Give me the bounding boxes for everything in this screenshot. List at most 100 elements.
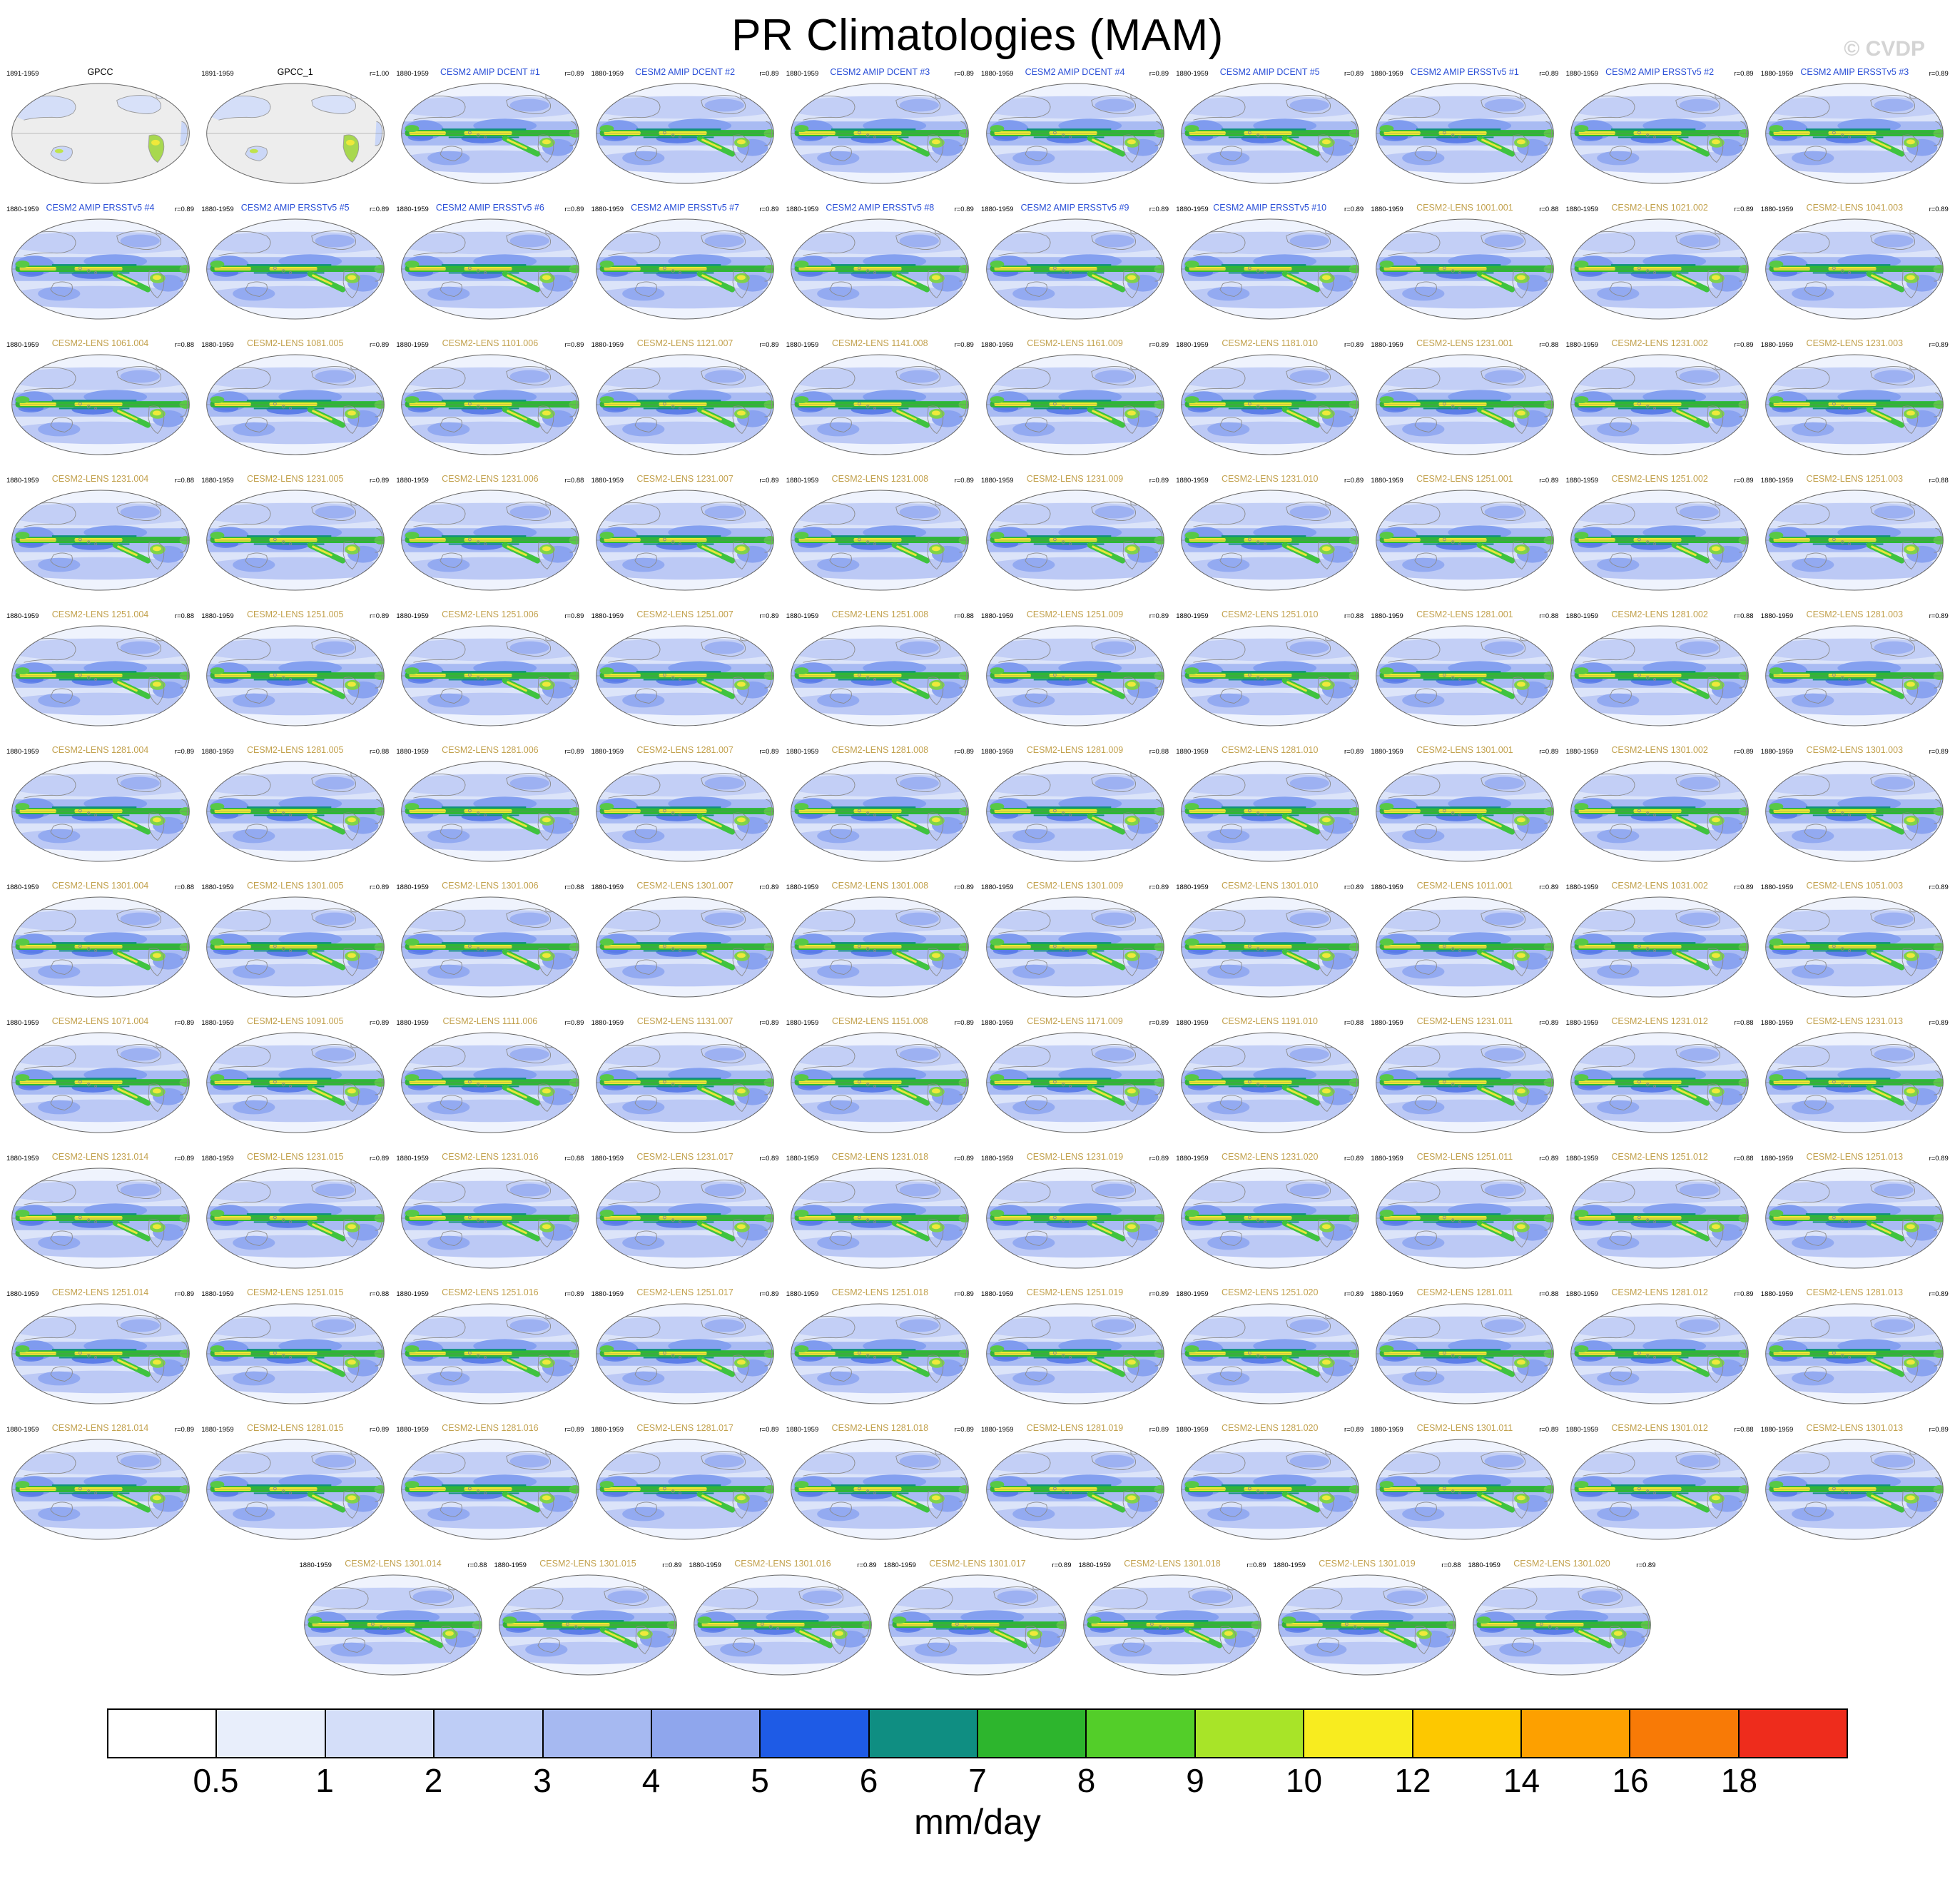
panel-period: 1880-1959 [201,1155,234,1163]
panel-title: CESM2-LENS 1251.009 [1026,609,1124,619]
panel-rvalue: r=0.89 [369,883,390,891]
map-panel: 1880-1959 CESM2-LENS 1181.010 r=0.89 [1172,334,1367,470]
continent-outlines [208,1445,382,1519]
panel-period: 1880-1959 [591,883,624,891]
map-slot [1172,894,1367,1000]
panel-header: 1880-1959 CESM2-LENS 1031.002 r=0.89 [1563,881,1757,893]
itcz-band [990,667,1164,699]
map-field [206,761,385,862]
map-slot [588,894,783,1000]
map-outline [596,354,774,455]
panel-header: 1880-1959 CESM2-LENS 1301.012 r=0.88 [1563,1423,1757,1435]
panel-header: 1880-1959 CESM2-LENS 1231.007 r=0.89 [588,474,783,486]
map-panel: 1880-1959 CESM2-LENS 1281.016 r=0.89 [392,1419,587,1554]
map-slot [783,1165,978,1271]
itcz-band [1379,1074,1554,1106]
panel-header: 1880-1959 CESM2-LENS 1231.003 r=0.89 [1757,338,1952,350]
map-slot [783,487,978,593]
map-panel: 1880-1959 CESM2-LENS 1251.013 r=0.89 [1757,1148,1952,1283]
map-slot [3,1437,198,1542]
map-field [1376,1032,1554,1133]
world-precip-map [985,1439,1164,1540]
map-field [1765,354,1944,455]
panel-rvalue: r=0.89 [1929,612,1949,620]
map-slot [392,1437,587,1542]
map-field [499,1574,677,1676]
panel-period: 1880-1959 [1565,612,1599,620]
panel-title: CESM2-LENS 1301.019 [1319,1559,1416,1569]
map-slot [880,1572,1075,1678]
map-slot [198,352,392,457]
map-field [986,83,1164,184]
map-outline [401,896,579,998]
map-panel: 1880-1959 CESM2-LENS 1061.004 r=0.88 [3,334,198,470]
panel-header: 1880-1959 CESM2-LENS 1021.002 r=0.89 [1563,203,1757,215]
map-panel: 1880-1959 CESM2 AMIP ERSSTv5 #6 r=0.89 [392,198,587,334]
panel-period: 1880-1959 [786,883,819,891]
colorbar-segment [1087,1710,1196,1757]
world-precip-map [888,1574,1067,1676]
continent-outlines [793,496,968,570]
panel-title: CESM2-LENS 1051.003 [1806,881,1904,891]
map-panel: 1880-1959 CESM2-LENS 1231.014 r=0.89 [3,1148,198,1283]
map-slot [1367,81,1562,186]
map-outline [1180,761,1359,862]
map-slot [1757,1030,1952,1135]
itcz-band [210,396,385,428]
map-slot [198,759,392,864]
map-field [1181,490,1359,591]
map-slot [1075,1572,1270,1678]
cvdp-watermark: © CVDP [1844,37,1925,61]
panel-header: 1880-1959 CESM2-LENS 1231.019 r=0.89 [978,1152,1172,1164]
map-panel: 1880-1959 CESM2-LENS 1301.011 r=0.89 [1367,1419,1562,1554]
panel-period: 1880-1959 [1176,1290,1209,1298]
itcz-band [210,532,385,564]
panel-rvalue: r=0.88 [954,612,974,620]
map-slot [1367,623,1562,729]
panel-period: 1880-1959 [1565,341,1599,349]
panel-header: 1880-1959 CESM2-LENS 1251.014 r=0.89 [3,1287,198,1300]
world-precip-map [1180,218,1359,320]
panel-title: CESM2-LENS 1231.020 [1221,1152,1319,1162]
world-precip-map [1570,490,1749,591]
map-slot [198,623,392,729]
map-outline [11,1439,190,1540]
map-field [596,83,774,184]
panel-rvalue: r=0.89 [759,70,779,78]
panel-period: 1880-1959 [786,477,819,485]
map-field [791,761,969,862]
map-slot [1563,487,1757,593]
panel-header: 1880-1959 CESM2-LENS 1281.015 r=0.89 [198,1423,392,1435]
panel-header: 1880-1959 CESM2-LENS 1081.005 r=0.89 [198,338,392,350]
itcz-band [990,1210,1164,1242]
map-panel: 1880-1959 CESM2-LENS 1301.010 r=0.89 [1172,876,1367,1012]
panel-header: 1880-1959 CESM2 AMIP ERSSTv5 #9 r=0.89 [978,203,1172,215]
map-field [986,218,1164,320]
map-panel: 1880-1959 CESM2-LENS 1251.018 r=0.89 [783,1283,978,1419]
itcz-band [892,1616,1067,1649]
map-outline [791,1168,970,1269]
continent-outlines [1280,1581,1455,1655]
map-slot [978,487,1172,593]
maritime-wet-core [54,148,64,153]
panel-header: 1880-1959 CESM2-LENS 1191.010 r=0.88 [1172,1016,1367,1028]
map-field [596,490,774,591]
panel-period: 1880-1959 [591,1155,624,1163]
world-precip-map [1180,761,1359,862]
panel-header: 1880-1959 CESM2-LENS 1231.008 r=0.89 [783,474,978,486]
panel-header: 1880-1959 CESM2-LENS 1231.002 r=0.89 [1563,338,1757,350]
panel-header: 1880-1959 CESM2-LENS 1301.006 r=0.88 [392,881,587,893]
panel-period: 1880-1959 [1176,1155,1209,1163]
map-panel: 1880-1959 CESM2-LENS 1301.017 r=0.89 [880,1554,1075,1690]
map-field [1181,1439,1359,1540]
panel-period: 1880-1959 [786,1426,819,1434]
world-precip-map [1570,896,1749,998]
colorbar-segment [869,1710,978,1757]
map-outline [1570,490,1749,591]
panel-period: 1880-1959 [1565,1426,1599,1434]
world-precip-map [1376,896,1554,998]
map-slot [392,1165,587,1271]
map-outline [11,218,190,320]
map-slot [1757,894,1952,1000]
map-slot [198,894,392,1000]
